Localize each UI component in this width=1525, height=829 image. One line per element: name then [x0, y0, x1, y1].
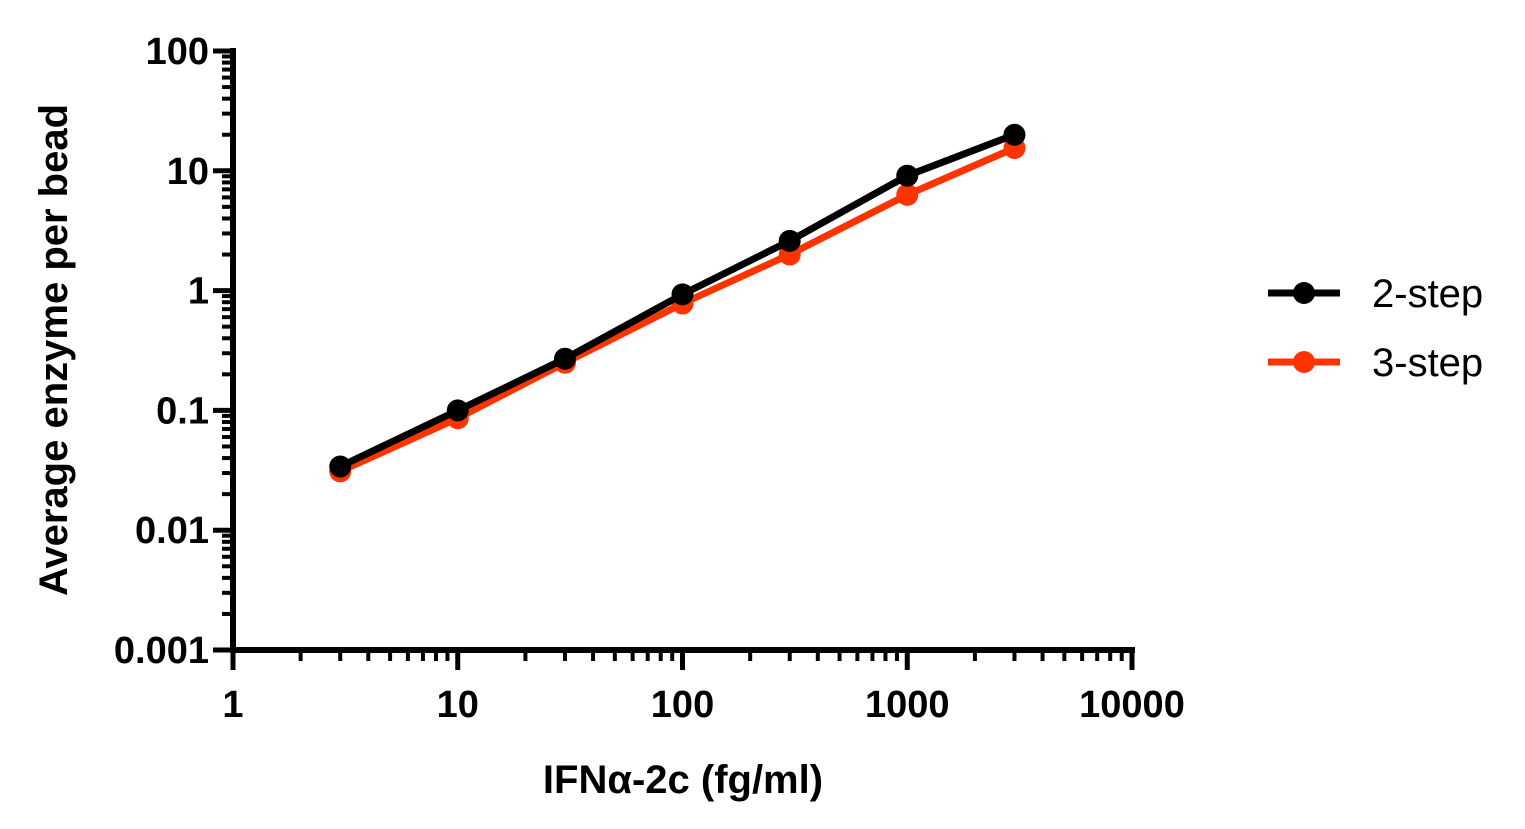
y-tick-label: 0.1	[156, 390, 209, 432]
series-3-step	[329, 136, 1026, 483]
legend: 2-step 3-step	[1268, 272, 1483, 385]
x-tick-label: 10	[437, 684, 479, 726]
legend-label: 2-step	[1372, 272, 1483, 316]
axes: 0.001 0.01 0.1 1 10 100 1 10 100 1000 10000	[114, 31, 1185, 726]
x-tick-label: 100	[651, 684, 714, 726]
data-point	[1003, 123, 1026, 146]
legend-item: 2-step	[1268, 272, 1483, 316]
y-tick-label: 10	[167, 151, 209, 193]
series-2-step	[329, 123, 1026, 478]
y-axis-title: Average enzyme per bead	[32, 104, 76, 596]
data-point	[778, 229, 801, 252]
legend-item: 3-step	[1268, 341, 1483, 385]
y-tick-label: 100	[146, 31, 209, 73]
data-point	[896, 183, 919, 206]
legend-label: 3-step	[1372, 341, 1483, 385]
legend-marker	[1293, 351, 1315, 373]
x-tick-label: 10000	[1079, 684, 1185, 726]
y-tick-label: 0.01	[135, 510, 209, 552]
data-point	[671, 283, 694, 306]
x-tick-label: 1	[222, 684, 243, 726]
data-point	[553, 347, 576, 370]
legend-marker	[1293, 282, 1315, 304]
y-tick-label: 1	[188, 271, 209, 313]
x-axis-title: IFNα-2c (fg/ml)	[543, 758, 823, 802]
data-point	[329, 455, 352, 478]
data-point	[896, 164, 919, 187]
y-tick-label: 0.001	[114, 630, 209, 672]
data-point	[446, 399, 469, 422]
series-layer	[329, 123, 1026, 483]
x-tick-label: 1000	[865, 684, 950, 726]
